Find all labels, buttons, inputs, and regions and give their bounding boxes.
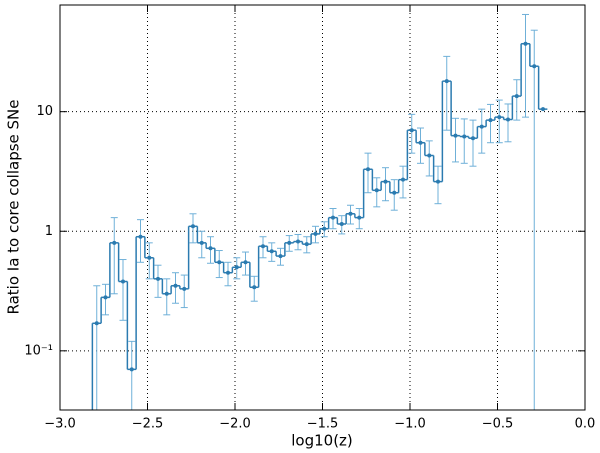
point <box>208 246 213 251</box>
point <box>541 107 545 112</box>
point <box>462 134 467 139</box>
y-tick-label: 10 <box>36 104 53 119</box>
point <box>479 124 484 129</box>
x-tick-label: −3.0 <box>44 417 76 432</box>
point <box>147 255 152 260</box>
point <box>173 283 178 288</box>
point <box>436 179 440 184</box>
point <box>182 286 187 291</box>
y-axis-title: Ratio Ia to core collapse SNe <box>5 99 23 314</box>
point <box>94 321 99 326</box>
point <box>444 79 449 84</box>
point <box>532 64 537 69</box>
point <box>296 239 300 244</box>
point <box>453 133 458 138</box>
point <box>129 367 134 372</box>
point <box>514 94 519 99</box>
y-tick-label: 1 <box>45 224 53 239</box>
point <box>497 115 502 120</box>
point <box>366 167 370 172</box>
point <box>287 240 292 245</box>
point <box>252 285 257 290</box>
point <box>156 276 160 281</box>
point <box>392 190 397 195</box>
point <box>331 215 335 220</box>
plot-frame <box>59 4 586 411</box>
point <box>506 117 510 122</box>
point <box>339 221 344 226</box>
point <box>418 140 423 145</box>
x-tick-label: 0.0 <box>575 417 596 432</box>
point <box>199 240 204 245</box>
x-tick-label: −0.5 <box>482 417 514 432</box>
point <box>164 291 169 296</box>
point <box>313 231 318 236</box>
point <box>234 265 239 270</box>
point <box>121 279 125 284</box>
point <box>103 295 108 300</box>
x-tick-label: −2.0 <box>219 417 251 432</box>
point <box>243 260 248 265</box>
point <box>357 215 362 220</box>
point <box>401 177 405 182</box>
point <box>322 226 327 231</box>
point <box>348 211 353 216</box>
point <box>112 240 117 245</box>
x-tick-label: −1.5 <box>307 417 339 432</box>
point <box>383 179 388 184</box>
point <box>409 128 414 133</box>
point <box>304 242 309 247</box>
point <box>217 260 222 265</box>
point <box>278 254 283 259</box>
point <box>261 244 265 249</box>
point <box>191 224 195 229</box>
point <box>374 188 379 193</box>
point <box>523 41 528 46</box>
point <box>226 270 230 275</box>
x-tick-label: −1.0 <box>394 417 426 432</box>
y-tick-label: 10⁻¹ <box>24 343 53 358</box>
x-axis-title: log10(z) <box>291 432 353 450</box>
x-tick-label: −2.5 <box>132 417 164 432</box>
point <box>138 234 143 239</box>
point <box>269 249 274 254</box>
point <box>427 153 432 158</box>
point <box>471 136 475 141</box>
point <box>488 118 493 123</box>
